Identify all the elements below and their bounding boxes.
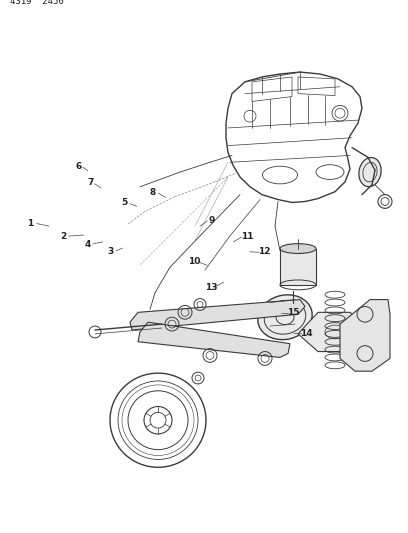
Polygon shape <box>280 248 316 285</box>
Text: 15: 15 <box>287 308 299 317</box>
Text: 4319  2450: 4319 2450 <box>10 0 64 6</box>
Text: 1: 1 <box>27 219 34 228</box>
Text: 3: 3 <box>108 247 114 256</box>
Polygon shape <box>138 322 290 358</box>
Polygon shape <box>340 300 390 371</box>
Text: 2: 2 <box>60 231 67 240</box>
Ellipse shape <box>359 157 381 187</box>
Polygon shape <box>130 300 305 330</box>
Text: 8: 8 <box>150 188 156 197</box>
Text: 14: 14 <box>301 329 313 338</box>
Text: 5: 5 <box>121 198 128 207</box>
Text: 10: 10 <box>188 257 200 265</box>
Text: 7: 7 <box>87 178 94 187</box>
Ellipse shape <box>280 244 316 254</box>
Text: 9: 9 <box>209 216 215 225</box>
Text: 4: 4 <box>84 240 91 249</box>
Text: 13: 13 <box>205 283 217 292</box>
Polygon shape <box>298 312 362 352</box>
Ellipse shape <box>258 295 312 340</box>
Text: 6: 6 <box>75 161 82 171</box>
Text: 11: 11 <box>241 231 253 240</box>
Text: 12: 12 <box>258 247 271 256</box>
